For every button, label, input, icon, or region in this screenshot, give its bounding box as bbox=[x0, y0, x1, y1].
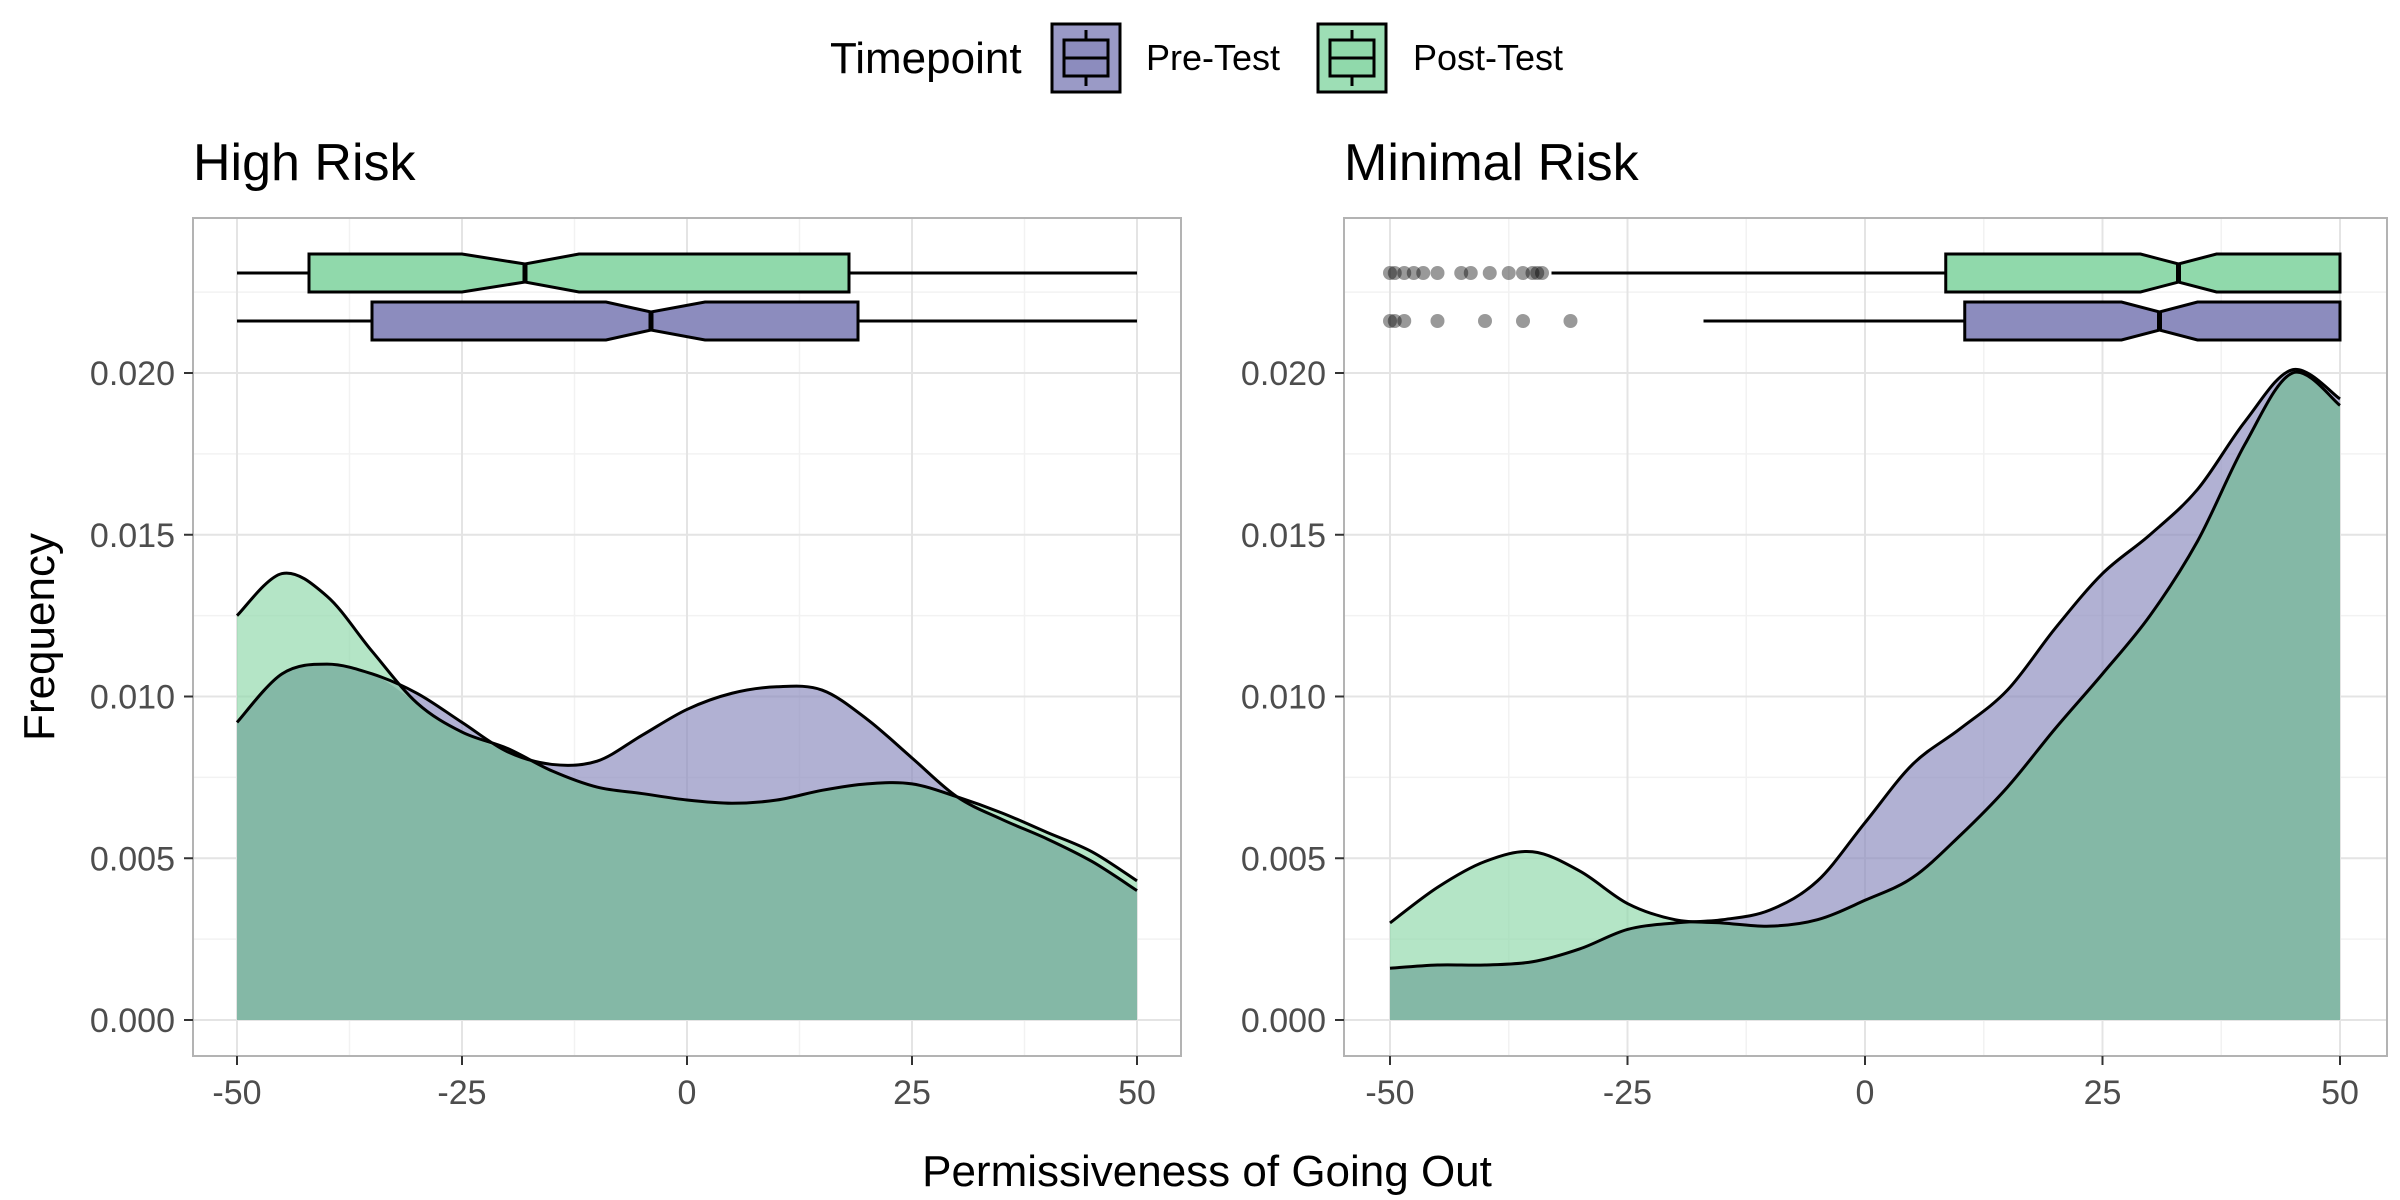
y-tick-label: 0.015 bbox=[1241, 517, 1326, 555]
boxplot-post-test bbox=[1383, 252, 2342, 294]
density-areas bbox=[235, 571, 1138, 1020]
density-line-pre-test bbox=[235, 662, 1138, 892]
x-tick-label: 0 bbox=[1856, 1074, 1875, 1112]
y-tick-label: 0.010 bbox=[90, 679, 175, 717]
outlier-point bbox=[1530, 266, 1545, 280]
legend: Timepoint Pre-Test Post-Test bbox=[830, 22, 1563, 94]
density-line-post-test bbox=[235, 571, 1138, 883]
y-axis: 0.000 0.005 0.010 0.015 0.020 bbox=[1241, 355, 1344, 1040]
outlier-point bbox=[1383, 314, 1397, 328]
outlier-point bbox=[1482, 266, 1497, 280]
y-tick-label: 0.020 bbox=[90, 355, 175, 393]
outlier-point bbox=[1416, 266, 1431, 280]
x-tick-label: 25 bbox=[2084, 1074, 2122, 1112]
outlier-point bbox=[1463, 266, 1478, 280]
notched-box bbox=[1963, 300, 2342, 342]
x-tick-label: 50 bbox=[1118, 1074, 1156, 1112]
y-tick-label: 0.020 bbox=[1241, 355, 1326, 393]
y-tick-label: 0.010 bbox=[1241, 679, 1326, 717]
density-overlap bbox=[237, 664, 1137, 1020]
legend-label-post-test: Post-Test bbox=[1413, 37, 1563, 78]
outlier-point bbox=[1387, 314, 1402, 328]
y-tick-label: 0.005 bbox=[1241, 840, 1326, 878]
x-tick-label: 0 bbox=[678, 1074, 697, 1112]
outlier-point bbox=[1397, 314, 1412, 328]
outlier-point bbox=[1563, 314, 1578, 328]
legend-item-pre-test: Pre-Test bbox=[1050, 22, 1280, 94]
x-tick-label: -25 bbox=[1603, 1074, 1652, 1112]
density-line-pre-test bbox=[1389, 368, 2341, 970]
y-axis-label: Frequency bbox=[15, 533, 64, 741]
outlier-point bbox=[1501, 266, 1516, 280]
panel-title: Minimal Risk bbox=[1344, 134, 1640, 192]
x-tick-label: -25 bbox=[437, 1074, 486, 1112]
outlier-point bbox=[1430, 314, 1445, 328]
notched-box bbox=[370, 300, 860, 342]
legend-item-post-test: Post-Test bbox=[1316, 22, 1563, 94]
y-tick-label: 0.005 bbox=[90, 840, 175, 878]
outlier-point bbox=[1383, 266, 1397, 280]
outlier-point bbox=[1430, 266, 1445, 280]
x-axis: -50 -25 0 25 50 bbox=[1365, 1056, 2359, 1112]
outlier-point bbox=[1516, 266, 1530, 280]
panel-high-risk: High Risk 0.000 0.005 0.010 0.015 0.020 -50 -25… bbox=[90, 134, 1182, 1112]
density-line-post-test bbox=[1389, 370, 2341, 928]
outlier-point bbox=[1525, 266, 1540, 280]
boxplot-pre-test bbox=[1383, 300, 2342, 342]
legend-title: Timepoint bbox=[830, 34, 1022, 83]
x-tick-label: 50 bbox=[2321, 1074, 2359, 1112]
notched-box bbox=[307, 252, 851, 294]
y-axis: 0.000 0.005 0.010 0.015 0.020 bbox=[90, 355, 193, 1040]
outlier-point bbox=[1478, 314, 1492, 328]
panel-minimal-risk: Minimal Risk 0.000 0.005 0.010 0.015 0.020 -50… bbox=[1241, 134, 2388, 1112]
density-areas bbox=[1389, 368, 2341, 1021]
panel-title: High Risk bbox=[193, 134, 416, 192]
legend-label-pre-test: Pre-Test bbox=[1146, 37, 1280, 78]
outlier-point bbox=[1387, 266, 1402, 280]
outlier-point bbox=[1397, 266, 1412, 280]
x-axis: -50 -25 0 25 50 bbox=[212, 1056, 1156, 1112]
x-tick-label: -50 bbox=[212, 1074, 261, 1112]
outlier-point bbox=[1454, 266, 1469, 280]
density-overlap bbox=[1390, 372, 2340, 1021]
boxplot-post-test bbox=[237, 252, 1137, 294]
x-tick-label: -50 bbox=[1365, 1074, 1414, 1112]
outlier-point bbox=[1535, 266, 1549, 280]
boxplots bbox=[237, 252, 1137, 342]
notched-box bbox=[1944, 252, 2342, 294]
outlier-point bbox=[1516, 314, 1530, 328]
x-tick-label: 25 bbox=[893, 1074, 931, 1112]
y-tick-label: 0.015 bbox=[90, 517, 175, 555]
y-tick-label: 0.000 bbox=[90, 1002, 175, 1040]
x-axis-label: Permissiveness of Going Out bbox=[922, 1147, 1492, 1196]
outlier-point bbox=[1406, 266, 1421, 280]
boxplot-pre-test bbox=[237, 300, 1137, 342]
y-tick-label: 0.000 bbox=[1241, 1002, 1326, 1040]
boxplots bbox=[1383, 252, 2342, 342]
